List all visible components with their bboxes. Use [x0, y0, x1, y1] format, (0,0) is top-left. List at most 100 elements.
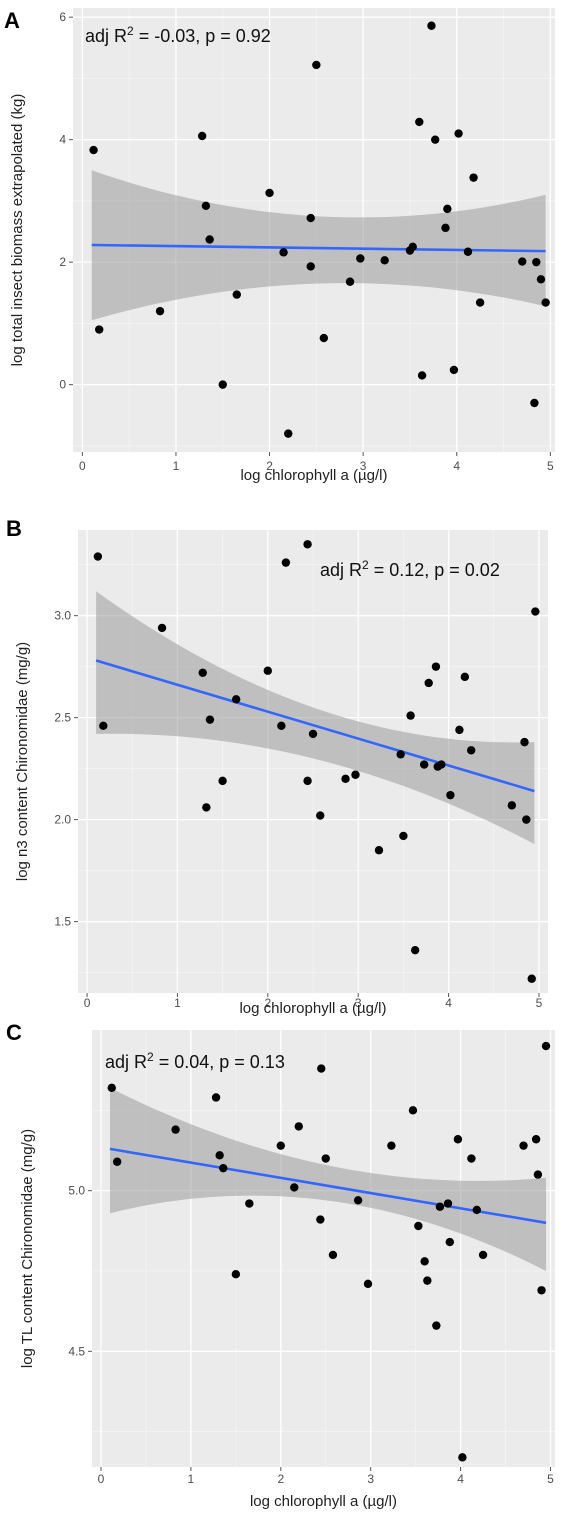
- x-tick-label: 0: [98, 1472, 105, 1486]
- x-tick-label: 2: [266, 459, 273, 473]
- x-axis-title-c: log chlorophyll a (µg/l): [250, 1493, 397, 1510]
- data-point: [541, 1041, 551, 1051]
- data-point: [455, 725, 464, 735]
- data-point: [317, 1064, 326, 1073]
- x-tick-label: 3: [360, 459, 367, 473]
- data-point: [231, 695, 241, 704]
- panel-letter-b: B: [6, 516, 22, 541]
- data-point: [328, 1250, 338, 1260]
- data-point: [432, 1321, 441, 1330]
- x-tick-label: 1: [173, 459, 180, 473]
- data-point: [245, 1199, 254, 1208]
- data-point: [303, 776, 312, 786]
- x-tick-label: 0: [84, 996, 91, 1010]
- y-tick-label: 2.5: [54, 711, 71, 725]
- plot-background-c: [92, 1030, 555, 1467]
- x-tick-label: 5: [547, 459, 554, 473]
- data-point: [232, 290, 241, 299]
- data-point: [441, 223, 450, 233]
- data-point: [507, 801, 517, 810]
- data-point: [316, 811, 325, 820]
- y-tick-label: 3.0: [54, 609, 71, 623]
- data-point: [530, 398, 539, 408]
- data-point: [380, 256, 389, 265]
- y-axis-title-a: log total insect biomass extrapolated (k…: [9, 94, 26, 367]
- panel-letter-a: A: [4, 8, 20, 33]
- data-point: [95, 325, 104, 334]
- data-point: [303, 540, 312, 549]
- x-tick-label: 5: [547, 1472, 554, 1486]
- data-point: [290, 1183, 299, 1192]
- y-axis-title-c: log TL content Chironomidae (mg/g): [19, 1129, 36, 1368]
- data-point: [520, 737, 529, 747]
- data-point: [279, 248, 288, 257]
- data-point: [218, 776, 227, 786]
- stats-annotation-b: adj R2 = 0.12, p = 0.02: [320, 558, 500, 580]
- data-point: [211, 1093, 221, 1102]
- y-tick-label: 6: [59, 10, 66, 24]
- data-point: [472, 1205, 481, 1215]
- stats-annotation-c: adj R2 = 0.04, p = 0.13: [105, 1050, 285, 1072]
- y-tick-label: 2.0: [54, 813, 71, 827]
- data-point: [406, 711, 415, 720]
- data-point: [531, 607, 540, 616]
- data-point: [356, 254, 365, 263]
- x-tick-label: 4: [453, 459, 460, 473]
- data-point: [202, 803, 211, 812]
- x-tick-label: 2: [264, 996, 271, 1010]
- data-point: [205, 715, 215, 724]
- data-point: [527, 974, 536, 983]
- data-point: [537, 1286, 546, 1295]
- data-point: [341, 774, 350, 784]
- data-point: [443, 204, 452, 214]
- confidence-band-c: [110, 1087, 546, 1271]
- data-point: [417, 371, 427, 380]
- data-point: [445, 1237, 455, 1247]
- data-point: [458, 1453, 467, 1462]
- data-point: [414, 1221, 423, 1231]
- data-point: [387, 1141, 396, 1150]
- data-point: [466, 746, 476, 755]
- data-point: [536, 275, 546, 284]
- data-point: [453, 1135, 463, 1144]
- data-point: [281, 558, 291, 567]
- data-point: [463, 247, 473, 256]
- data-point: [415, 117, 424, 127]
- data-point: [478, 1250, 488, 1260]
- x-tick-label: 5: [536, 996, 543, 1010]
- data-point: [475, 298, 485, 307]
- data-point: [93, 552, 103, 561]
- data-point: [437, 760, 446, 769]
- data-point: [531, 1135, 541, 1144]
- data-point: [541, 298, 550, 307]
- data-point: [112, 1157, 122, 1166]
- data-point: [408, 1106, 418, 1115]
- data-point: [533, 1170, 543, 1179]
- data-point: [408, 242, 417, 252]
- data-point: [353, 1196, 363, 1205]
- y-tick-label: 4.5: [68, 1344, 85, 1358]
- data-point: [460, 672, 470, 682]
- data-point: [89, 145, 98, 155]
- data-point: [306, 262, 315, 271]
- data-point: [107, 1083, 116, 1093]
- data-point: [363, 1279, 373, 1289]
- data-point: [99, 721, 108, 731]
- stats-annotation-a: adj R2 = -0.03, p = 0.92: [85, 24, 271, 46]
- data-point: [467, 1154, 476, 1163]
- data-point: [431, 662, 441, 671]
- panel-letter-c: C: [6, 1020, 22, 1045]
- data-point: [157, 623, 167, 633]
- x-axis-title-b: log chlorophyll a (µg/l): [239, 1000, 386, 1017]
- x-tick-label: 0: [79, 459, 86, 473]
- y-tick-label: 5.0: [68, 1184, 85, 1198]
- x-tick-label: 4: [457, 1472, 464, 1486]
- y-tick-label: 1.5: [54, 915, 71, 929]
- y-tick-label: 2: [59, 255, 66, 269]
- data-point: [294, 1122, 303, 1131]
